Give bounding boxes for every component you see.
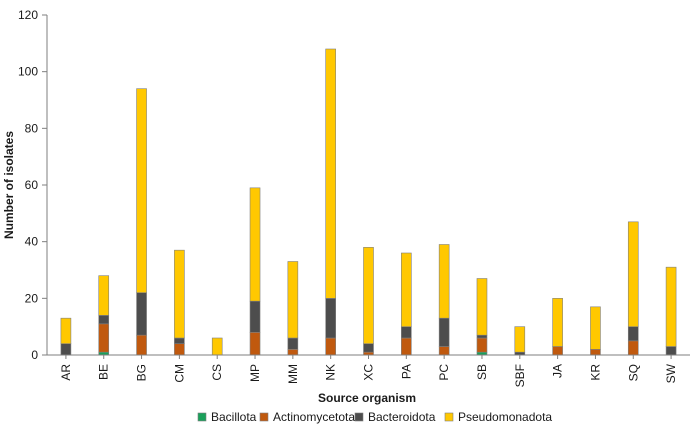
bar-segment-nk-bacteroidota	[325, 298, 336, 339]
legend-label-bacteroidota: Bacteroidota	[368, 410, 436, 424]
bar-segment-sb-pseudomonadota	[476, 278, 488, 336]
bar-segment-be-pseudomonadota	[98, 275, 110, 316]
x-tick-label: BE	[97, 364, 111, 380]
bar-segment-be-actinomycetota	[98, 323, 110, 353]
x-tick-label: PC	[437, 364, 451, 381]
bars	[60, 48, 677, 356]
legend: Bacillota Actinomycetota Bacteroidota Pseud…	[197, 410, 552, 424]
x-tick-label: SQ	[626, 364, 640, 381]
bar-segment-ja-actinomycetota	[552, 346, 563, 356]
x-tick-label: XC	[362, 364, 376, 381]
legend-label-actinomycetota: Actinomycetota	[273, 410, 355, 424]
y-tick-label: 100	[18, 65, 38, 79]
x-tick-label: NK	[324, 364, 338, 381]
bar-segment-cm-pseudomonadota	[174, 249, 185, 339]
x-tick-label: BG	[135, 364, 149, 381]
bar-segment-xc-bacteroidota	[363, 343, 374, 353]
bar-segment-pc-pseudomonadota	[438, 244, 450, 319]
x-axis-title: Source organism	[318, 391, 416, 405]
bar-segment-bg-pseudomonadota	[136, 88, 147, 293]
x-tick-label: SW	[664, 363, 678, 383]
y-tick-label: 40	[25, 235, 39, 249]
bar-segment-pa-pseudomonadota	[401, 252, 412, 327]
legend-label-pseudomonadota: Pseudomonadota	[458, 410, 552, 424]
legend-swatch-bacteroidota	[354, 412, 364, 422]
bar-segment-cs-pseudomonadota	[211, 337, 223, 356]
x-tick-label: MM	[286, 364, 300, 384]
bar-segment-sq-bacteroidota	[627, 326, 639, 342]
x-axis-ticks: AR BE BG CM CS MP MM NK XC PA PC SB SBF JA KR SQ SW	[59, 355, 678, 387]
bar-segment-nk-pseudomonadota	[325, 48, 336, 299]
bar-segment-sw-bacteroidota	[665, 346, 677, 356]
bar-segment-mp-pseudomonadota	[249, 187, 261, 302]
legend-swatch-bacillota	[197, 412, 207, 422]
x-tick-label: CS	[210, 364, 224, 381]
bar-segment-kr-pseudomonadota	[590, 306, 601, 350]
bar-segment-bg-bacteroidota	[136, 292, 147, 336]
bar-segment-xc-pseudomonadota	[363, 247, 374, 344]
bar-segment-ar-bacteroidota	[60, 343, 72, 356]
bar-segment-mp-bacteroidota	[249, 300, 261, 333]
axes	[46, 15, 690, 356]
x-tick-label: MP	[248, 364, 262, 382]
x-tick-label: SBF	[513, 364, 527, 387]
bar-segment-mm-pseudomonadota	[287, 261, 299, 339]
legend-swatch-pseudomonadota	[444, 412, 454, 422]
y-tick-label: 0	[31, 348, 38, 362]
y-tick-label: 120	[18, 8, 38, 22]
x-tick-label: KR	[588, 364, 602, 381]
legend-swatch-actinomycetota	[259, 412, 269, 422]
bar-segment-sq-pseudomonadota	[627, 221, 639, 327]
bar-segment-be-bacteroidota	[98, 315, 110, 325]
bar-segment-cm-actinomycetota	[174, 343, 185, 356]
y-axis-title: Number of isolates	[2, 131, 16, 239]
bar-segment-sw-pseudomonadota	[665, 266, 677, 347]
x-tick-label: SB	[475, 364, 489, 380]
bar-segment-pa-actinomycetota	[401, 337, 412, 356]
bar-segment-ja-pseudomonadota	[552, 298, 563, 347]
bar-segment-mm-actinomycetota	[287, 349, 299, 356]
y-tick-label: 80	[25, 121, 39, 135]
bar-segment-nk-actinomycetota	[325, 337, 336, 356]
bar-segment-mp-actinomycetota	[249, 332, 261, 356]
x-tick-label: CM	[172, 364, 186, 383]
legend-label-bacillota: Bacillota	[211, 410, 257, 424]
bar-segment-bg-actinomycetota	[136, 334, 147, 356]
y-axis-ticks: 0 20 40 60 80 100 120	[18, 8, 47, 362]
bar-segment-sbf-pseudomonadota	[514, 326, 526, 353]
bar-segment-pa-bacteroidota	[401, 326, 412, 339]
y-axis-title-group: Number of isolates	[2, 131, 16, 239]
x-tick-label: JA	[551, 364, 565, 378]
bar-segment-kr-actinomycetota	[590, 349, 601, 356]
bar-segment-sb-bacteroidota	[476, 334, 488, 339]
bar-segment-sq-actinomycetota	[627, 340, 639, 356]
bar-segment-cm-bacteroidota	[174, 337, 185, 344]
y-tick-label: 60	[25, 178, 39, 192]
y-tick-label: 20	[25, 291, 39, 305]
bar-segment-pc-actinomycetota	[438, 346, 450, 356]
bar-segment-ar-pseudomonadota	[60, 317, 72, 344]
bar-segment-pc-bacteroidota	[438, 317, 450, 347]
bar-segment-mm-bacteroidota	[287, 337, 299, 350]
x-tick-label: PA	[399, 364, 413, 379]
x-tick-label: AR	[59, 364, 73, 381]
bar-segment-sb-actinomycetota	[476, 337, 488, 353]
